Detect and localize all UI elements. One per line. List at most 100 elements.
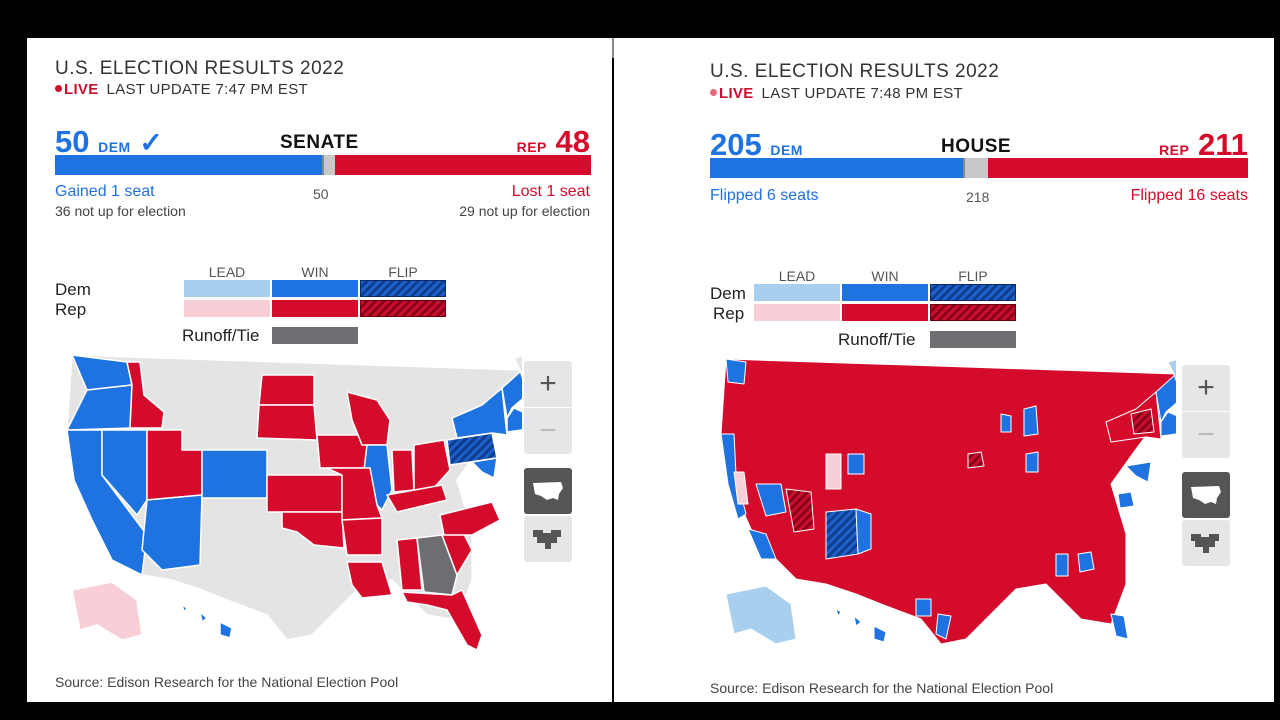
legend-dem-label: Dem [710, 284, 746, 303]
district-fl-dem[interactable] [1110, 613, 1129, 640]
district-md-dem[interactable] [1125, 461, 1152, 483]
district-va-dem[interactable] [1117, 491, 1135, 509]
district-co-rep-lead[interactable] [825, 453, 842, 490]
district-nm-dem[interactable] [855, 508, 872, 555]
legend-rep-label: Rep [55, 300, 87, 319]
district-ak[interactable] [725, 585, 797, 645]
legend-rep-label: Rep [713, 304, 745, 323]
district-tx-dem[interactable] [915, 598, 932, 617]
chamber-label: SENATE [280, 132, 359, 153]
live-dot-icon [710, 89, 717, 96]
district-co-dem[interactable] [847, 453, 865, 475]
state-hi[interactable] [181, 604, 233, 639]
district-mn-dem[interactable] [1000, 413, 1012, 433]
us-map-view-button[interactable] [1182, 472, 1230, 518]
district-nv-dem[interactable] [755, 483, 787, 517]
majority-mark: 218 [966, 189, 990, 205]
legend-runoff-label: Runoff/Tie [838, 330, 916, 349]
legend-flip-header: FLIP [388, 264, 418, 280]
district-al-dem[interactable] [1055, 553, 1069, 577]
state-ky[interactable] [386, 484, 448, 513]
legend-dem-win [272, 280, 358, 297]
seat-bar-dem [710, 158, 963, 178]
legend-rep-win [272, 300, 358, 317]
seat-bar [710, 158, 1248, 178]
legend-rep-flip [930, 304, 1016, 321]
district-ny-flip[interactable] [1130, 408, 1155, 435]
legend-dem-flip [930, 284, 1016, 301]
state-vt-nh[interactable] [501, 369, 522, 419]
seat-bar-rep [988, 158, 1248, 178]
district-ca-south-dem[interactable] [747, 528, 777, 560]
dem-count: 50 [55, 124, 90, 159]
source-note: Source: Edison Research for the National… [710, 680, 1054, 696]
zoom-control: + − [524, 361, 572, 454]
rep-sub-note: 29 not up for election [459, 203, 590, 219]
state-id[interactable] [126, 361, 165, 429]
dem-label: DEM [98, 139, 131, 155]
district-me-dem-lead[interactable] [1167, 354, 1176, 396]
district-wa-dem[interactable] [725, 358, 747, 385]
legend-rep-flip [360, 300, 446, 317]
live-dot-icon [55, 85, 62, 92]
last-update: LAST UPDATE 7:48 PM EST [761, 85, 963, 102]
seat-bar-undecided [962, 158, 988, 178]
district-mi-dem[interactable] [1023, 405, 1039, 437]
state-nd[interactable] [258, 374, 315, 406]
state-fl[interactable] [401, 589, 483, 650]
district-map-view-button[interactable] [524, 516, 572, 562]
state-al[interactable] [396, 537, 423, 591]
live-status: LIVE LAST UPDATE 7:48 PM EST [710, 85, 963, 102]
state-la[interactable] [346, 561, 393, 599]
legend-flip-header: FLIP [958, 268, 988, 284]
district-map-view-button[interactable] [1182, 520, 1230, 566]
rep-label: REP [516, 139, 547, 155]
dem-seat-count: 50 DEM ✓ [55, 124, 163, 160]
zoom-control: + − [1182, 365, 1230, 458]
house-map[interactable] [706, 354, 1176, 654]
zoom-out-button[interactable]: − [524, 407, 572, 454]
state-nv[interactable] [101, 429, 148, 516]
state-ct-ma[interactable] [506, 407, 522, 433]
district-az-flip[interactable] [785, 488, 815, 533]
panel-divider [611, 38, 614, 58]
rep-seat-count: REP 48 [517, 124, 590, 160]
district-ma-dem[interactable] [1160, 411, 1176, 437]
us-map-view-button[interactable] [524, 468, 572, 514]
state-co[interactable] [201, 449, 268, 499]
legend-rep-lead [184, 300, 270, 317]
state-me[interactable] [513, 350, 522, 392]
district-ia-flip[interactable] [967, 451, 985, 469]
district-ne-dem[interactable] [1155, 373, 1176, 423]
state-nc[interactable] [439, 501, 501, 536]
majority-mark: 50 [313, 186, 329, 202]
legend-dem-flip [360, 280, 446, 297]
state-ar[interactable] [341, 517, 383, 556]
state-ny[interactable] [451, 387, 508, 439]
dem-count: 205 [710, 127, 762, 162]
state-az[interactable] [141, 494, 203, 571]
state-in[interactable] [391, 449, 415, 493]
senate-map[interactable] [52, 350, 522, 650]
zoom-in-button[interactable]: + [1197, 371, 1215, 404]
panel-title: U.S. ELECTION RESULTS 2022 [55, 58, 345, 79]
district-il-dem[interactable] [1025, 451, 1039, 473]
state-oh[interactable] [413, 439, 451, 491]
zoom-out-button[interactable]: − [1182, 411, 1230, 458]
dem-note: Gained 1 seat [55, 183, 155, 200]
zoom-in-button[interactable]: + [539, 367, 557, 400]
state-sd[interactable] [256, 404, 318, 441]
district-nm-flip[interactable] [825, 508, 859, 560]
us-map-icon [533, 482, 563, 500]
district-ca-rep-lead[interactable] [733, 471, 749, 505]
state-ak[interactable] [71, 581, 143, 641]
state-md[interactable] [471, 457, 498, 479]
state-ks[interactable] [266, 474, 343, 513]
live-status: LIVE LAST UPDATE 7:47 PM EST [55, 81, 308, 98]
seat-bar-undecided [322, 155, 335, 175]
district-hi[interactable] [835, 608, 887, 643]
district-tx-south-dem[interactable] [935, 613, 952, 640]
district-ga-dem[interactable] [1077, 551, 1095, 573]
legend-lead-header: LEAD [208, 264, 246, 280]
live-label: LIVE [719, 85, 754, 102]
